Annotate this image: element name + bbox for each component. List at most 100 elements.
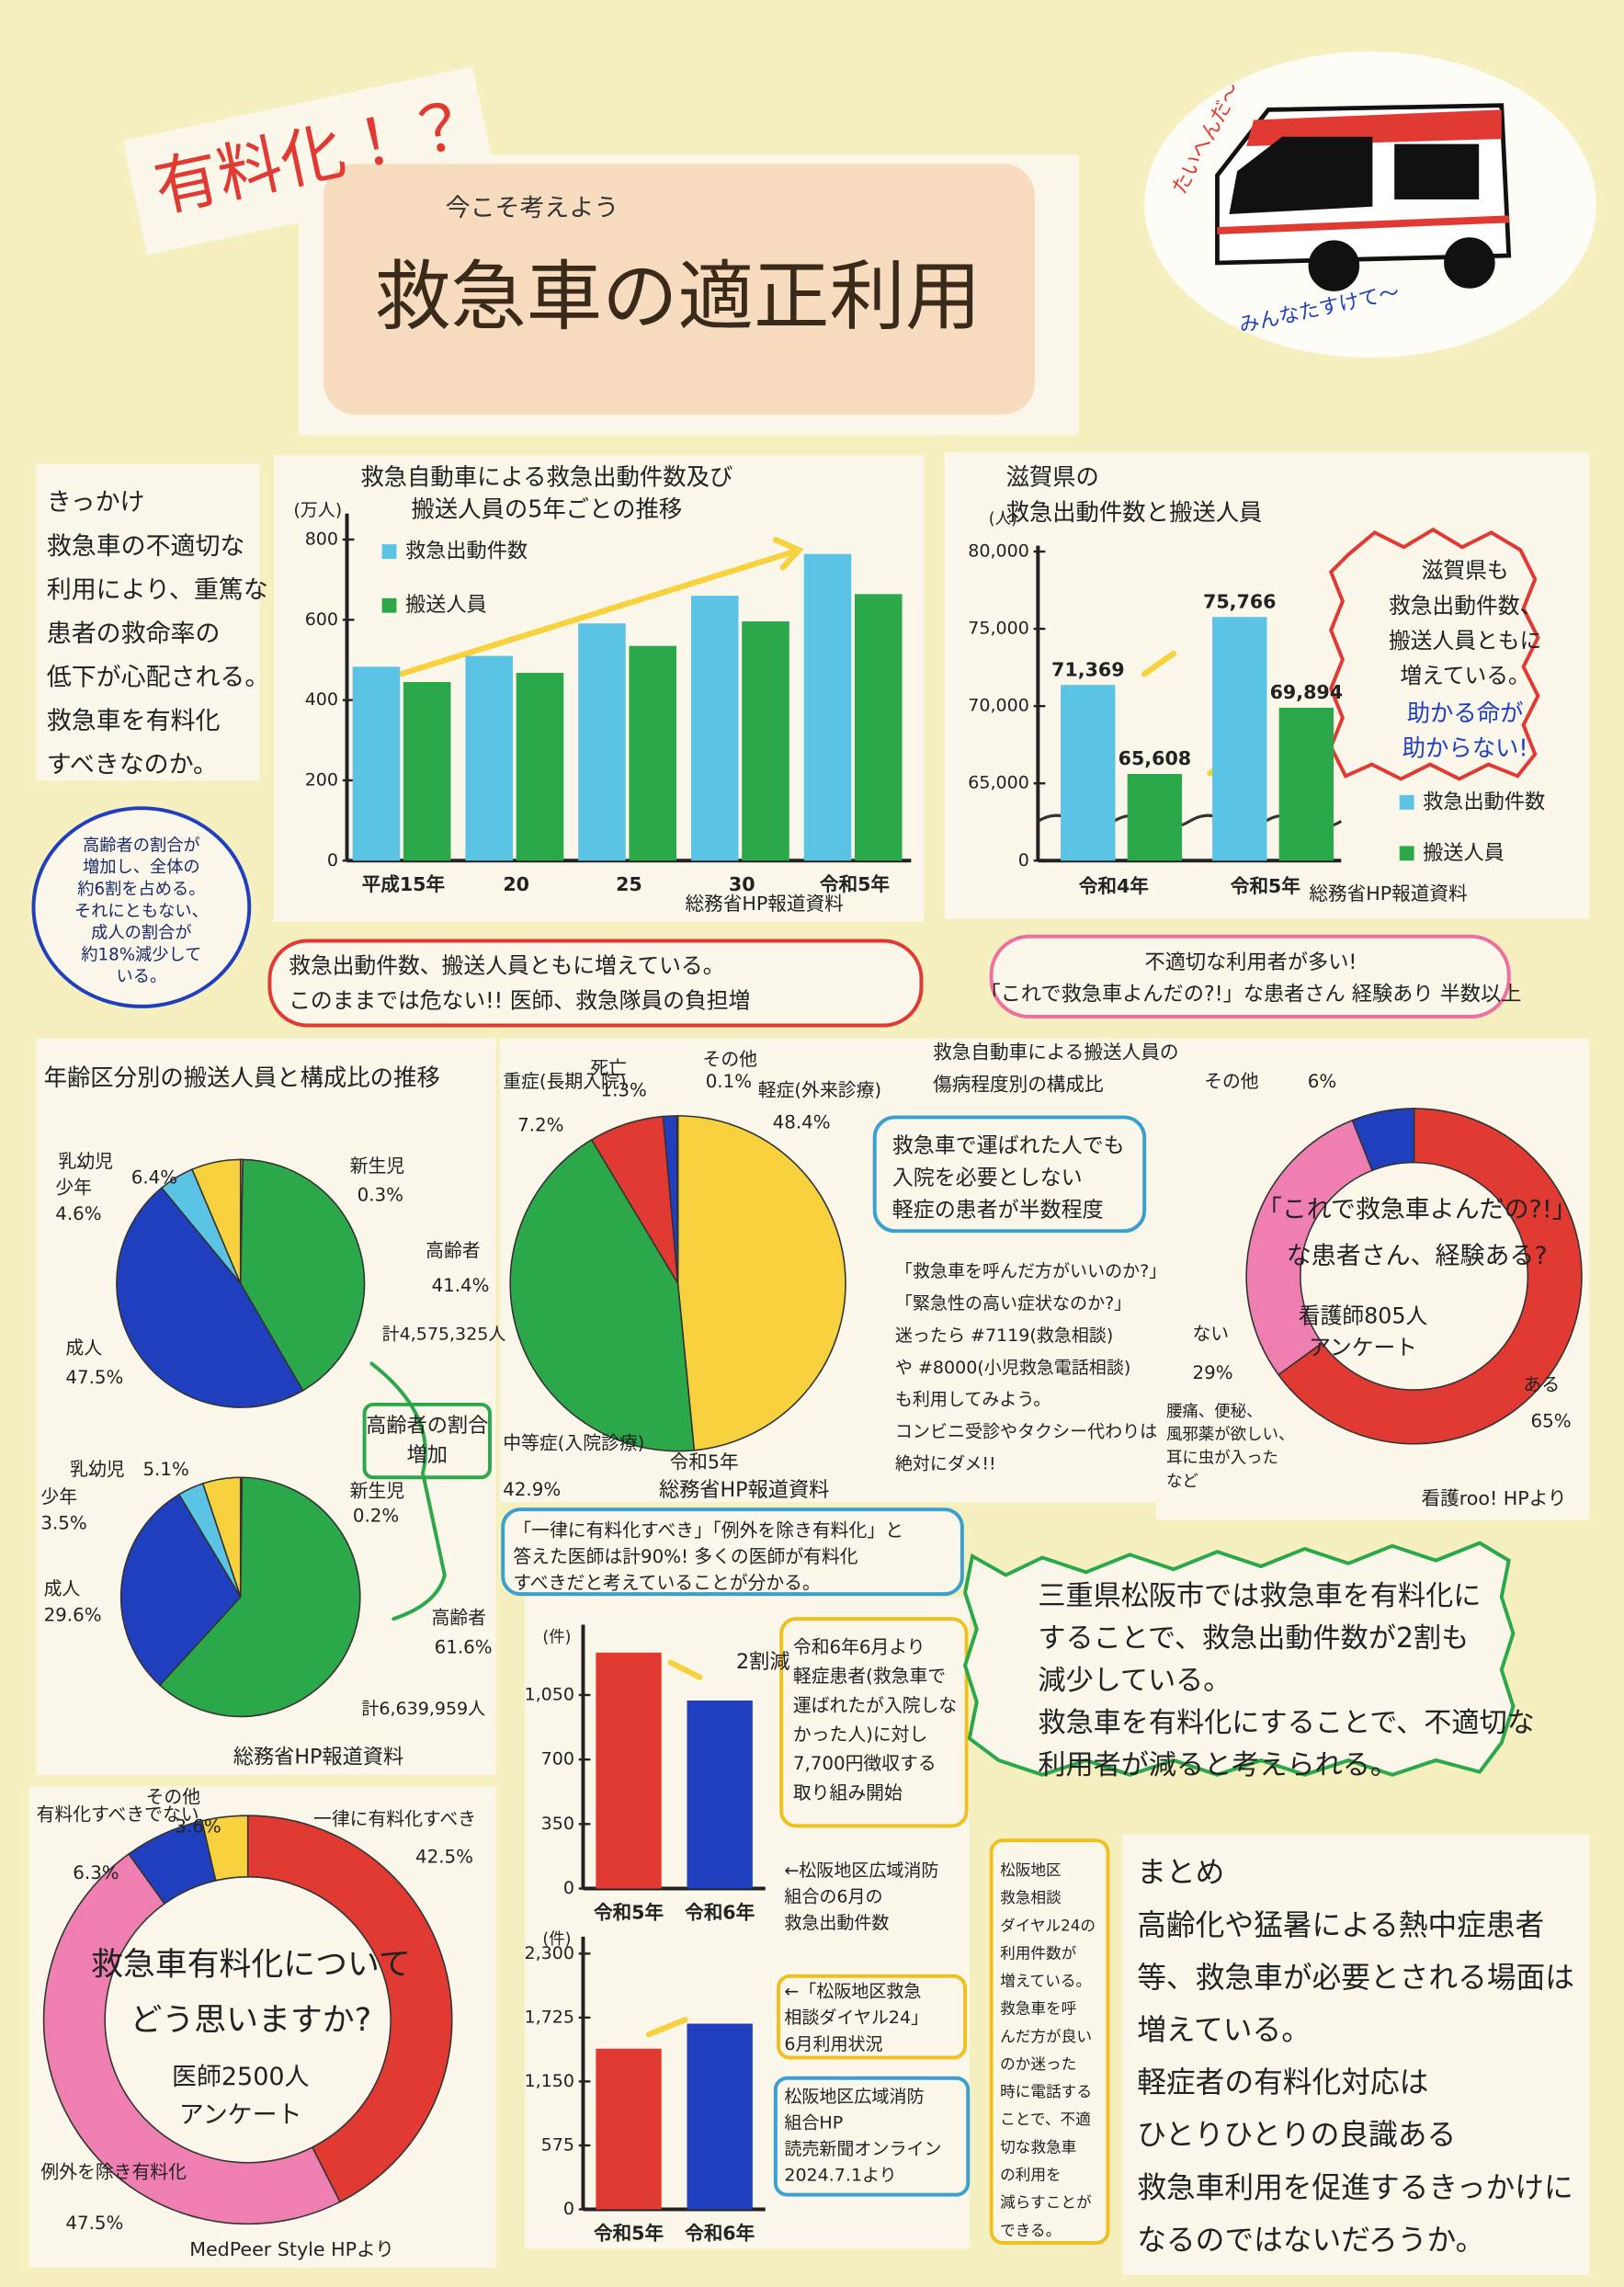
label: 医師2500人 (172, 2063, 310, 2091)
callout (779, 1617, 969, 1828)
legend-label: 搬送人員 (405, 593, 487, 617)
label: 増加 (407, 1443, 448, 1467)
slice-label: 成人 (65, 1337, 102, 1359)
label: 等、救急車が必要とされる場面は (1137, 1962, 1574, 1995)
label: 減少している。 (1038, 1665, 1231, 1697)
slice-label: 例外を除き有料化 (40, 2161, 187, 2182)
bar (742, 621, 789, 861)
label: 利用者が減ると考えられる。 (1038, 1749, 1398, 1781)
y-tick-label: 2,300 (525, 1943, 574, 1963)
y-tick-label: 0 (563, 2199, 574, 2219)
pie-slice (119, 1493, 242, 1687)
x-tick-label: 令和5年 (594, 1902, 664, 1924)
value-label: 71,369 (1051, 658, 1125, 680)
legend-label: 搬送人員 (1423, 841, 1505, 865)
pie-slice (201, 1476, 242, 1598)
y-tick-label: 0 (327, 850, 338, 870)
value-label: 0.3% (358, 1185, 403, 1206)
label: 令和5年 (670, 1451, 739, 1473)
value-label: 47.5% (65, 1367, 123, 1388)
summary-paper (1122, 1834, 1589, 2275)
bar (403, 681, 451, 861)
ambulance-window (1229, 136, 1373, 214)
label: 不適切な利用者が多い! (1145, 950, 1357, 974)
label: 救急出動件数、搬送人員ともに増えている。 (289, 953, 724, 979)
slice-label: 新生児 (350, 1155, 404, 1177)
bar (465, 655, 513, 861)
x-tick-label: 令和4年 (1079, 875, 1150, 897)
label: 患者の救命率の (47, 620, 221, 648)
label: 低下が心配される。 (47, 664, 270, 692)
trend-arrow (667, 1659, 703, 1680)
slice-label: 少年 (55, 1178, 92, 1199)
slice-label: 新生児 (350, 1481, 404, 1502)
value-label: 47.5% (65, 2213, 123, 2234)
chart-title: 救急自動車による搬送人員の (933, 1041, 1178, 1064)
value-label: 48.4% (773, 1111, 831, 1132)
x-tick-label: 令和5年 (1231, 875, 1301, 897)
label: の利用を (1000, 2167, 1062, 2184)
y-tick-label: 0 (563, 1878, 574, 1898)
label: それにともない、 (74, 902, 209, 921)
legend-label: 救急出動件数 (1423, 790, 1545, 814)
label: 救急車で運ばれた人でも (892, 1134, 1125, 1158)
label: 松阪地区広域消防 (784, 2087, 924, 2107)
label: 答えた医師は計90%! 多くの医師が有料化 (513, 1546, 857, 1567)
slice-label: 中等症(入院診療) (503, 1432, 644, 1453)
value-label: 0.1% (706, 1071, 752, 1092)
label: できる。 (1000, 2222, 1061, 2239)
label: まとめ (1137, 1857, 1224, 1890)
label: 6月利用状況 (784, 2034, 882, 2054)
y-tick-label: 400 (305, 689, 338, 710)
callout (777, 1974, 968, 2060)
slice-label: ない (1192, 1323, 1229, 1344)
ambulance-wheel (1444, 237, 1495, 289)
label: のか迷った (1000, 2055, 1076, 2073)
label: 総務省HP報道資料 (659, 1478, 829, 1502)
label: 腰痛、便秘、 (1166, 1403, 1263, 1421)
label: 成人の割合が (91, 924, 191, 943)
bar (596, 1652, 662, 1889)
slice-label: その他 (146, 1787, 201, 1808)
pie-slice (116, 1187, 304, 1408)
x-tick-label: 令和5年 (594, 2222, 664, 2244)
donut-segment (42, 1852, 342, 2225)
title-card (324, 164, 1036, 415)
label: MedPeer Style HPより (189, 2238, 394, 2260)
donut-segment (1351, 1108, 1415, 1172)
y-tick-label: 800 (305, 529, 338, 549)
chart-title: 傷病程度別の構成比 (933, 1074, 1103, 1096)
y-tick-label: 600 (305, 609, 338, 630)
x-tick-label: 30 (729, 873, 755, 895)
bar (803, 553, 852, 861)
pie-slice (239, 1158, 366, 1392)
label: 計4,575,325人 (382, 1324, 506, 1344)
value-label: 29% (1192, 1362, 1232, 1383)
label: 時に電話する (1000, 2083, 1092, 2100)
value-label: 6.4% (131, 1167, 177, 1189)
label: (万人) (293, 500, 342, 520)
slice-label: 少年 (40, 1486, 77, 1508)
label: いる。 (116, 967, 166, 986)
trend-arrow (398, 548, 798, 677)
label: 看護roo! HPより (1422, 1487, 1567, 1509)
label: ←松阪地区広域消防 (784, 1860, 938, 1881)
legend-swatch (1399, 794, 1414, 810)
label: 滋賀県も (1422, 558, 1509, 584)
bar (1278, 707, 1334, 861)
label: 総務省HP報道資料 (233, 1745, 403, 1769)
slice-label: その他 (1204, 1071, 1259, 1092)
label: 総務省HP報道資料 (686, 893, 844, 915)
bar (687, 1700, 753, 1889)
donut-segment (1245, 1119, 1374, 1376)
donut-segment (246, 1815, 453, 2203)
chart-title: 救急車有料化について (91, 1947, 411, 1984)
label: かった人)に対し (793, 1724, 927, 1745)
value-label: 41.4% (432, 1275, 490, 1296)
bar (690, 596, 739, 861)
y-tick-label: 75,000 (968, 619, 1029, 639)
label: 耳に虫が入った (1166, 1450, 1278, 1468)
ambulance-window (1394, 143, 1480, 199)
